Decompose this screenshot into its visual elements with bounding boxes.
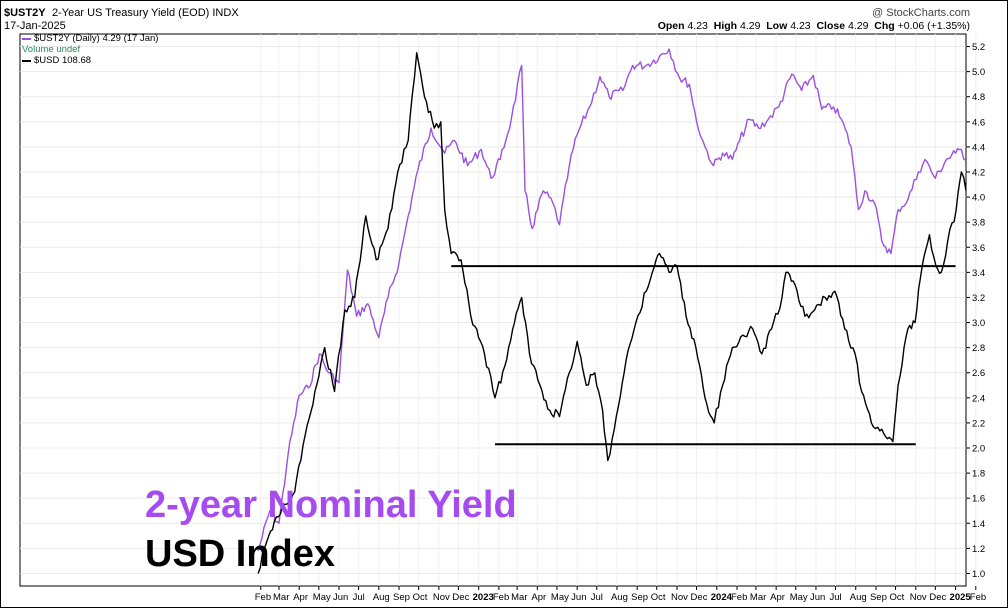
open-value: 4.23 — [687, 20, 708, 32]
x-tick-label: 2023 — [473, 592, 494, 603]
x-tick-label: Aug — [850, 592, 867, 603]
x-tick-label: Nov — [910, 592, 927, 603]
y-tick-label: 3.4 — [972, 268, 985, 279]
x-tick-label: 2024 — [711, 592, 733, 603]
x-tick-label: Apr — [770, 592, 785, 603]
y-tick-label: 1.4 — [972, 519, 985, 530]
x-tick-label: Dec — [929, 592, 946, 603]
y-tick-label: 2.8 — [972, 343, 985, 354]
series-line-usd — [257, 52, 967, 574]
x-tick-label: Oct — [651, 592, 666, 603]
x-tick-label: Feb — [493, 592, 509, 603]
x-tick-label: Mar — [273, 592, 289, 603]
y-tick-label: 5.2 — [972, 42, 985, 53]
legend-item-ust2y: $UST2Y (Daily) 4.29 (17 Jan) — [22, 33, 158, 44]
y-tick-label: 4.0 — [972, 193, 985, 204]
annotation-yield-label: 2-year Nominal Yield — [145, 484, 517, 526]
x-tick-label: Dec — [452, 592, 469, 603]
x-tick-label: Mar — [511, 592, 527, 603]
chart-subtitle: 2-Year US Treasury Yield (EOD) INDX — [52, 7, 239, 19]
y-tick-label: 4.2 — [972, 168, 985, 179]
x-tick-label: Feb — [970, 592, 986, 603]
x-tick-label: May — [313, 592, 331, 603]
y-tick-label: 3.8 — [972, 218, 985, 229]
y-tick-label: 3.6 — [972, 243, 985, 254]
x-tick-label: Oct — [890, 592, 905, 603]
series-lines — [257, 48, 967, 574]
y-tick-label: 3.2 — [972, 293, 985, 304]
x-tick-label: Aug — [373, 592, 390, 603]
y-tick-label: 5.0 — [972, 67, 985, 78]
legend-swatch — [22, 37, 31, 40]
y-tick-label: 1.6 — [972, 494, 985, 505]
chg-label: Chg — [874, 20, 895, 32]
x-tick-label: Dec — [691, 592, 708, 603]
x-tick-label: Jul — [353, 592, 365, 603]
x-tick-label: Nov — [671, 592, 688, 603]
legend-swatch — [22, 59, 31, 62]
y-tick-label: 4.6 — [972, 117, 985, 128]
y-tick-label: 2.4 — [972, 393, 985, 404]
plot-area — [19, 33, 967, 587]
y-tick-label: 1.8 — [972, 469, 985, 480]
y-tick-label: 1.2 — [972, 544, 985, 555]
x-tick-label: Sep — [870, 592, 887, 603]
x-tick-label: Jul — [830, 592, 842, 603]
x-tick-label: Feb — [731, 592, 747, 603]
x-tick-label: May — [790, 592, 808, 603]
symbol-label: $UST2Y — [4, 7, 46, 19]
legend-label: $UST2Y (Daily) 4.29 (17 Jan) — [34, 33, 159, 44]
x-axis: Feb Mar Apr May Jun Jul Aug Sep Oct Nov Dec 2023 Feb… — [255, 586, 986, 603]
legend-label: Volume undef — [22, 44, 81, 55]
brand-label: @ StockCharts.com — [872, 7, 970, 19]
x-tick-label: Jun — [810, 592, 825, 603]
x-tick-label: Mar — [750, 592, 766, 603]
low-value: 4.23 — [790, 20, 811, 32]
x-tick-label: Sep — [631, 592, 648, 603]
legend-item-usd: $USD 108.68 — [22, 55, 158, 66]
x-tick-label: Nov — [433, 592, 450, 603]
low-label: Low — [766, 20, 788, 32]
annotation-usd-label: USD Index — [145, 533, 335, 575]
grid-lines — [19, 33, 977, 587]
x-tick-label: Sep — [393, 592, 410, 603]
close-value: 4.29 — [847, 20, 869, 32]
x-tick-label: Jun — [571, 592, 586, 603]
y-tick-label: 4.8 — [972, 92, 985, 103]
high-label: High — [713, 20, 738, 32]
chg-value: +0.06 (+1.35%) — [897, 20, 970, 32]
y-tick-label: 2.2 — [972, 418, 985, 429]
x-tick-label: Aug — [611, 592, 628, 603]
high-value: 4.29 — [739, 20, 761, 32]
y-tick-label: 2.0 — [972, 444, 985, 455]
x-tick-label: Apr — [293, 592, 308, 603]
x-tick-label: Apr — [531, 592, 546, 603]
chart-date: 17-Jan-2025 — [4, 20, 66, 32]
x-tick-label: Jun — [333, 592, 348, 603]
close-label: Close — [816, 20, 846, 32]
x-tick-label: 2025 — [950, 592, 972, 603]
ohlc-readout: Open 4.23 High 4.29 Low 4.23 Close 4.29 … — [658, 20, 970, 32]
open-label: Open — [657, 20, 685, 32]
x-tick-label: Feb — [255, 592, 271, 603]
series-line-ust2y — [257, 48, 967, 552]
y-tick-label: 3.0 — [972, 318, 985, 329]
y-tick-label: 2.6 — [972, 368, 985, 379]
x-tick-label: Oct — [413, 592, 428, 603]
y-tick-label: 4.4 — [972, 142, 985, 153]
x-tick-label: Jul — [591, 592, 603, 603]
legend: $UST2Y (Daily) 4.29 (17 Jan) Volume unde… — [22, 33, 158, 66]
y-tick-label: 1.0 — [972, 569, 985, 580]
reference-lines — [451, 265, 956, 446]
legend-label: $USD 108.68 — [34, 55, 92, 66]
legend-item-volume: Volume undef — [22, 44, 158, 55]
y-axis: 1.0 1.2 1.4 1.6 1.8 2.0 2.2 2.4 2.6 2.8 3.0 3.2 3.4 3… — [966, 42, 985, 580]
x-tick-label: May — [551, 592, 569, 603]
